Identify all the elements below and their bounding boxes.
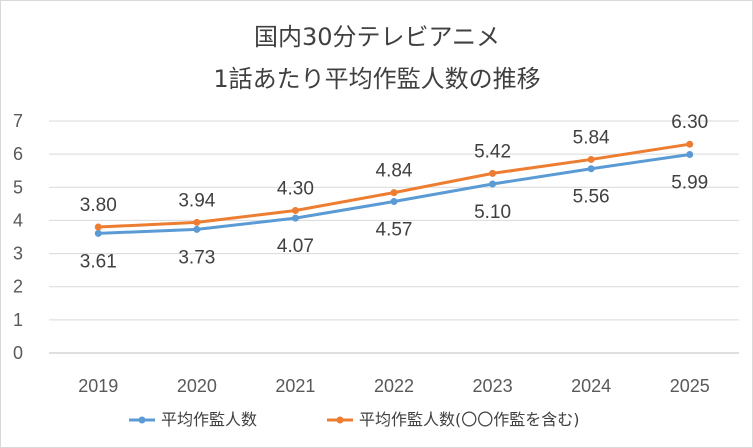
x-tick-label: 2024: [571, 376, 611, 396]
chart-title-line2: 1話あたり平均作監人数の推移: [213, 65, 540, 93]
data-label: 3.61: [80, 251, 117, 272]
data-point: [193, 218, 201, 226]
x-tick-label: 2020: [177, 376, 217, 396]
chart-title-line1: 国内30分テレビアニメ: [254, 23, 500, 51]
data-label: 4.30: [277, 178, 314, 199]
series-lines: [94, 140, 694, 237]
data-point: [587, 165, 595, 173]
y-tick-label: 2: [13, 277, 23, 297]
data-point: [489, 169, 497, 177]
data-label: 4.57: [376, 220, 413, 241]
y-tick-label: 6: [13, 144, 23, 164]
y-tick-label: 0: [13, 343, 23, 363]
data-label: 5.99: [671, 172, 708, 193]
data-label: 6.30: [671, 112, 708, 133]
y-axis-ticks: 0 1 2 3 4 5 6 7: [13, 111, 23, 363]
legend: 平均作監人数 平均作監人数(〇〇作監を含む): [129, 410, 580, 429]
legend-swatch-marker: [336, 416, 344, 424]
x-tick-label: 2023: [473, 376, 513, 396]
data-point: [94, 229, 102, 237]
y-tick-label: 3: [13, 244, 23, 264]
legend-label: 平均作監人数: [161, 410, 257, 429]
data-label: 5.10: [474, 202, 511, 223]
data-point: [686, 150, 694, 158]
data-point: [291, 206, 299, 214]
y-tick-label: 7: [13, 111, 23, 131]
y-tick-label: 5: [13, 177, 23, 197]
y-tick-label: 4: [13, 210, 23, 230]
data-point: [390, 198, 398, 206]
data-label: 3.94: [178, 190, 215, 211]
x-tick-label: 2021: [275, 376, 315, 396]
data-label: 5.84: [573, 127, 610, 148]
data-labels: 3.61 3.73 4.07 4.57 5.10 5.56 5.99 3.80 3.94 4.30…: [80, 112, 708, 272]
data-label: 5.56: [573, 187, 610, 208]
data-label: 4.84: [376, 161, 413, 182]
data-point: [291, 214, 299, 222]
data-point: [489, 180, 497, 188]
x-tick-label: 2022: [374, 376, 414, 396]
data-point: [686, 140, 694, 148]
legend-swatch-marker: [138, 416, 146, 424]
data-label: 4.07: [277, 236, 314, 257]
x-tick-label: 2025: [670, 376, 710, 396]
gridlines: [49, 120, 739, 354]
data-point: [94, 223, 102, 231]
data-label: 3.73: [178, 247, 215, 268]
data-label: 3.80: [80, 195, 117, 216]
x-axis-ticks: 2019 2020 2021 2022 2023 2024 2025: [78, 376, 709, 396]
data-point: [587, 155, 595, 163]
x-tick-label: 2019: [78, 376, 118, 396]
series-line-2: [96, 142, 692, 229]
legend-label: 平均作監人数(〇〇作監を含む): [359, 410, 580, 429]
data-point: [193, 225, 201, 233]
y-tick-label: 1: [13, 310, 23, 330]
data-label: 5.42: [474, 141, 511, 162]
data-point: [390, 189, 398, 197]
